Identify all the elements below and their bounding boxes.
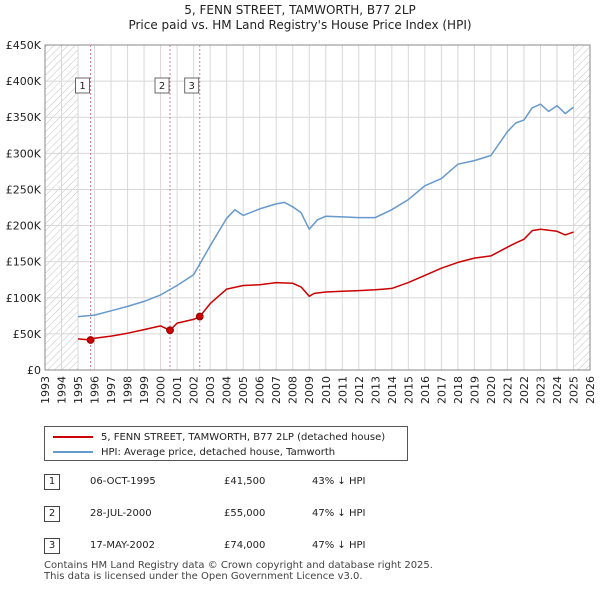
sale-date: 06-OCT-1995 — [90, 476, 156, 487]
sale-point — [195, 312, 204, 321]
legend-label-hpi: HPI: Average price, detached house, Tamw… — [101, 446, 336, 458]
y-tick-label: £200K — [6, 220, 42, 233]
footer-line-1: Contains HM Land Registry data © Crown c… — [44, 560, 433, 571]
table-row: 1 06-OCT-1995 £41,500 43% ↓ HPI — [44, 474, 584, 494]
x-tick-label: 2024 — [551, 376, 564, 404]
sale-label-box — [184, 77, 200, 94]
x-tick-label: 2019 — [468, 376, 481, 404]
x-tick-label: 2000 — [155, 376, 168, 404]
sale-point — [166, 326, 174, 335]
sale-label: 2 — [159, 81, 165, 92]
sale-hpi-diff: 43% ↓ HPI — [312, 476, 366, 487]
sale-marker-label: 3 — [44, 538, 60, 554]
y-tick-label: £50K — [13, 328, 42, 341]
sale-marker-label: 2 — [44, 506, 60, 522]
sale-point — [86, 336, 95, 344]
x-tick-label: 1996 — [89, 376, 102, 404]
x-tick-label: 1997 — [105, 376, 118, 404]
table-row: 3 17-MAY-2002 £74,000 47% ↓ HPI — [44, 538, 584, 558]
y-tick-label: £100K — [6, 292, 42, 305]
sale-label-box — [75, 77, 90, 94]
x-tick-label: 1995 — [72, 376, 85, 404]
x-tick-label: 2017 — [435, 376, 448, 404]
x-tick-label: 2003 — [204, 376, 217, 404]
x-tick-label: 2012 — [353, 376, 366, 404]
x-tick-label: 1999 — [138, 376, 151, 404]
x-tick-label: 2005 — [237, 376, 250, 404]
legend-item-hpi: HPI: Average price, detached house, Tamw… — [53, 444, 335, 460]
y-tick-label: £150K — [6, 256, 42, 269]
x-tick-label: 2013 — [369, 376, 382, 404]
x-tick-label: 2001 — [171, 376, 184, 404]
hatch-region — [573, 45, 590, 370]
legend-swatch-property — [53, 436, 93, 438]
x-tick-label: 2015 — [402, 376, 415, 404]
x-tick-label: 2010 — [320, 376, 333, 404]
x-tick-label: 1993 — [39, 376, 52, 404]
x-tick-label: 2006 — [254, 376, 267, 404]
chart-title: 5, FENN STREET, TAMWORTH, B77 2LP — [184, 3, 416, 17]
hpi-line — [77, 103, 574, 318]
price-chart: £0 £50K £100K £150K £200K £250K £300K £350K £400… — [6, 39, 597, 404]
x-tick-label: 2014 — [386, 376, 399, 404]
sale-price: £74,000 — [224, 540, 266, 551]
footer-attribution: Contains HM Land Registry data © Crown c… — [44, 560, 433, 582]
chart-subtitle: Price paid vs. HM Land Registry's House … — [128, 18, 472, 32]
sale-label: 1 — [79, 81, 85, 92]
sale-date: 17-MAY-2002 — [90, 540, 156, 551]
x-tick-label: 2016 — [419, 376, 432, 404]
x-tick-label: 2007 — [270, 376, 283, 404]
x-tick-label: 2004 — [221, 376, 234, 404]
y-tick-label: £350K — [6, 111, 42, 124]
plot-frame — [44, 44, 591, 371]
chart-legend: 5, FENN STREET, TAMWORTH, B77 2LP (detac… — [44, 426, 408, 461]
x-tick-label: 2002 — [188, 376, 201, 404]
x-tick-label: 2023 — [534, 376, 547, 404]
legend-label-property: 5, FENN STREET, TAMWORTH, B77 2LP (detac… — [101, 431, 386, 443]
x-tick-label: 2018 — [452, 376, 465, 404]
y-tick-label: £0 — [27, 364, 41, 377]
x-tick-label: 1998 — [122, 376, 135, 404]
footer-line-2: This data is licensed under the Open Gov… — [44, 571, 363, 582]
x-tick-label: 2022 — [518, 376, 531, 404]
y-tick-label: £400K — [6, 75, 42, 88]
x-tick-label: 2025 — [567, 376, 580, 404]
x-tick-label: 2026 — [584, 376, 597, 404]
sale-label-box — [154, 77, 170, 94]
sale-hpi-diff: 47% ↓ HPI — [312, 508, 366, 519]
plot-area — [45, 45, 590, 370]
y-tick-label: £450K — [6, 39, 42, 52]
sale-label: 3 — [189, 81, 195, 92]
sale-date: 28-JUL-2000 — [90, 508, 152, 519]
x-tick-label: 2020 — [485, 376, 498, 404]
legend-item-property: 5, FENN STREET, TAMWORTH, B77 2LP (detac… — [53, 429, 385, 445]
x-tick-label: 2021 — [501, 376, 514, 404]
sale-price: £55,000 — [224, 508, 266, 519]
y-tick-label: £250K — [6, 183, 42, 196]
x-tick-label: 2008 — [287, 376, 300, 404]
property-price-line — [77, 228, 574, 341]
sale-price: £41,500 — [224, 476, 266, 487]
y-tick-label: £300K — [6, 147, 42, 160]
x-tick-label: 2009 — [303, 376, 316, 404]
legend-swatch-hpi — [53, 451, 93, 453]
sale-marker-label: 1 — [44, 474, 60, 490]
sale-hpi-diff: 47% ↓ HPI — [312, 540, 366, 551]
table-row: 2 28-JUL-2000 £55,000 47% ↓ HPI — [44, 506, 584, 526]
x-tick-label: 2011 — [336, 376, 349, 404]
x-tick-label: 1994 — [56, 376, 69, 404]
